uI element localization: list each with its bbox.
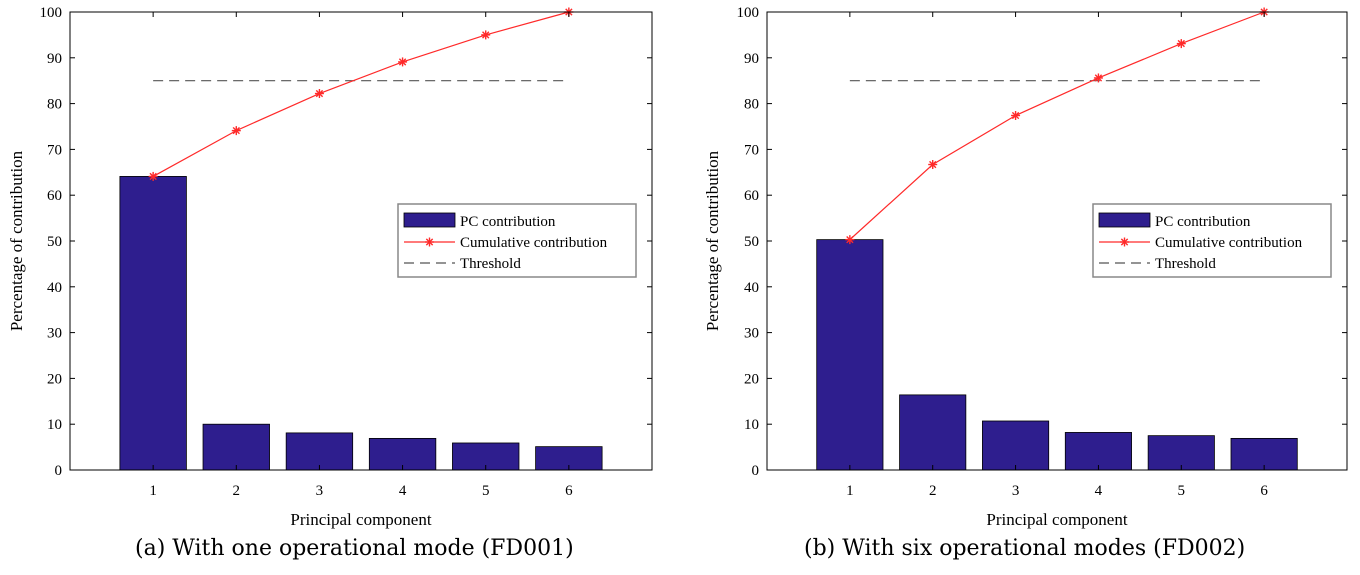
cumulative-point-1 bbox=[845, 235, 855, 245]
y-tick-label: 30 bbox=[47, 326, 62, 342]
cumulative-point-1 bbox=[148, 171, 158, 181]
cumulative-point-4-stroke bbox=[398, 58, 407, 66]
y-tick-label: 90 bbox=[47, 51, 62, 67]
y-tick-label: 20 bbox=[744, 371, 759, 387]
cumulative-point-3 bbox=[314, 89, 324, 99]
y-tick-label: 10 bbox=[744, 417, 759, 433]
cumulative-point-5-stroke bbox=[482, 31, 490, 39]
bar-6 bbox=[1230, 437, 1298, 471]
x-axis-label: Principal component bbox=[986, 510, 1127, 529]
cumulative-point-3-stroke bbox=[315, 89, 324, 98]
legend-swatch-marker bbox=[425, 237, 434, 247]
x-tick-label: 4 bbox=[399, 483, 407, 499]
legend-label-threshold: Threshold bbox=[460, 256, 521, 272]
y-tick-label: 100 bbox=[737, 5, 760, 21]
cumulative-point-1-stroke bbox=[846, 235, 854, 244]
y-tick-label: 30 bbox=[744, 326, 759, 342]
bar-2 bbox=[899, 394, 967, 471]
bar-4 bbox=[368, 437, 437, 471]
y-tick-label: 20 bbox=[47, 371, 62, 387]
y-tick-label: 40 bbox=[744, 280, 759, 296]
cumulative-point-5-stroke bbox=[1177, 39, 1185, 48]
bar-1 bbox=[119, 176, 187, 471]
y-tick-label: 60 bbox=[744, 188, 759, 204]
legend-label-threshold: Threshold bbox=[1155, 256, 1216, 272]
y-tick-label: 70 bbox=[47, 142, 62, 158]
y-tick-label: 50 bbox=[47, 234, 62, 250]
x-tick-label: 5 bbox=[482, 483, 490, 499]
cumulative-point-4 bbox=[1093, 73, 1103, 83]
cumulative-point-2 bbox=[231, 126, 241, 136]
y-axis-label: Percentage of contribution bbox=[703, 150, 722, 331]
y-tick-label: 80 bbox=[47, 97, 62, 113]
x-tick-label: 6 bbox=[1260, 483, 1268, 499]
y-tick-label: 90 bbox=[744, 51, 759, 67]
y-axis-label: Percentage of contribution bbox=[7, 150, 26, 331]
cumulative-point-4 bbox=[398, 57, 408, 67]
legend-label-bar: PC contribution bbox=[1155, 214, 1251, 230]
y-tick-label: 10 bbox=[47, 417, 62, 433]
cumulative-point-2-stroke bbox=[929, 160, 937, 169]
legend-label-line: Cumulative contribution bbox=[460, 235, 608, 251]
x-tick-label: 3 bbox=[1012, 483, 1020, 499]
bar-4 bbox=[1064, 432, 1132, 471]
cumulative-line bbox=[152, 11, 570, 177]
x-axis-label: Principal component bbox=[290, 510, 431, 529]
bar-5 bbox=[1147, 435, 1215, 471]
x-tick-label: 2 bbox=[929, 483, 937, 499]
bar-1 bbox=[816, 239, 884, 471]
cumulative-point-2 bbox=[928, 160, 938, 170]
cumulative-point-3 bbox=[1011, 111, 1021, 121]
x-tick-label: 3 bbox=[316, 483, 324, 499]
cumulative-line bbox=[849, 11, 1265, 241]
cumulative-point-4-stroke bbox=[1094, 74, 1103, 82]
legend-swatch-marker-stroke bbox=[425, 238, 434, 246]
legend-swatch-marker bbox=[1120, 237, 1129, 247]
legend-label-line: Cumulative contribution bbox=[1155, 235, 1303, 251]
caption-a: (a) With one operational mode (FD001) bbox=[135, 536, 574, 561]
legend-label-bar: PC contribution bbox=[460, 214, 556, 230]
cumulative-point-5 bbox=[1176, 39, 1186, 49]
y-tick-label: 0 bbox=[55, 463, 63, 479]
bar-3 bbox=[982, 420, 1050, 471]
cumulative-point-3-stroke bbox=[1011, 111, 1020, 120]
x-tick-label: 5 bbox=[1178, 483, 1186, 499]
y-tick-label: 40 bbox=[47, 280, 62, 296]
cumulative-point-5 bbox=[481, 30, 491, 40]
x-tick-label: 6 bbox=[565, 483, 573, 499]
chart-panel-a: 0 10 20 30 40 50 60 70 80 90 100 1 2 3 4 5 6 Principal co… bbox=[7, 5, 653, 561]
cumulative-point-2-stroke bbox=[232, 126, 240, 135]
legend-swatch-bar bbox=[403, 212, 456, 228]
chart-a: 0 10 20 30 40 50 60 70 80 90 100 1 2 3 4 5 6 Principal co… bbox=[7, 5, 653, 529]
bar-2 bbox=[202, 423, 270, 471]
y-tick-label: 80 bbox=[744, 97, 759, 113]
x-tick-label: 2 bbox=[233, 483, 241, 499]
x-tick-label: 1 bbox=[149, 483, 157, 499]
y-tick-label: 70 bbox=[744, 142, 759, 158]
chart-b: 0 10 20 30 40 50 60 70 80 90 100 1 2 3 4 5 6 Principal co… bbox=[703, 5, 1348, 529]
chart-panel-b: 0 10 20 30 40 50 60 70 80 90 100 1 2 3 4 5 6 Principal co… bbox=[696, 0, 1360, 575]
legend-swatch-bar bbox=[1098, 212, 1151, 228]
bar-3 bbox=[285, 432, 354, 471]
x-tick-label: 4 bbox=[1095, 483, 1103, 499]
y-tick-label: 100 bbox=[40, 5, 63, 21]
y-tick-label: 0 bbox=[752, 463, 760, 479]
x-tick-label: 1 bbox=[846, 483, 854, 499]
y-tick-label: 50 bbox=[744, 234, 759, 250]
caption-b: (b) With six operational modes (FD002) bbox=[804, 536, 1246, 561]
cumulative-point-1-stroke bbox=[149, 172, 157, 181]
legend-swatch-marker-stroke bbox=[1120, 238, 1129, 246]
y-tick-label: 60 bbox=[47, 188, 62, 204]
